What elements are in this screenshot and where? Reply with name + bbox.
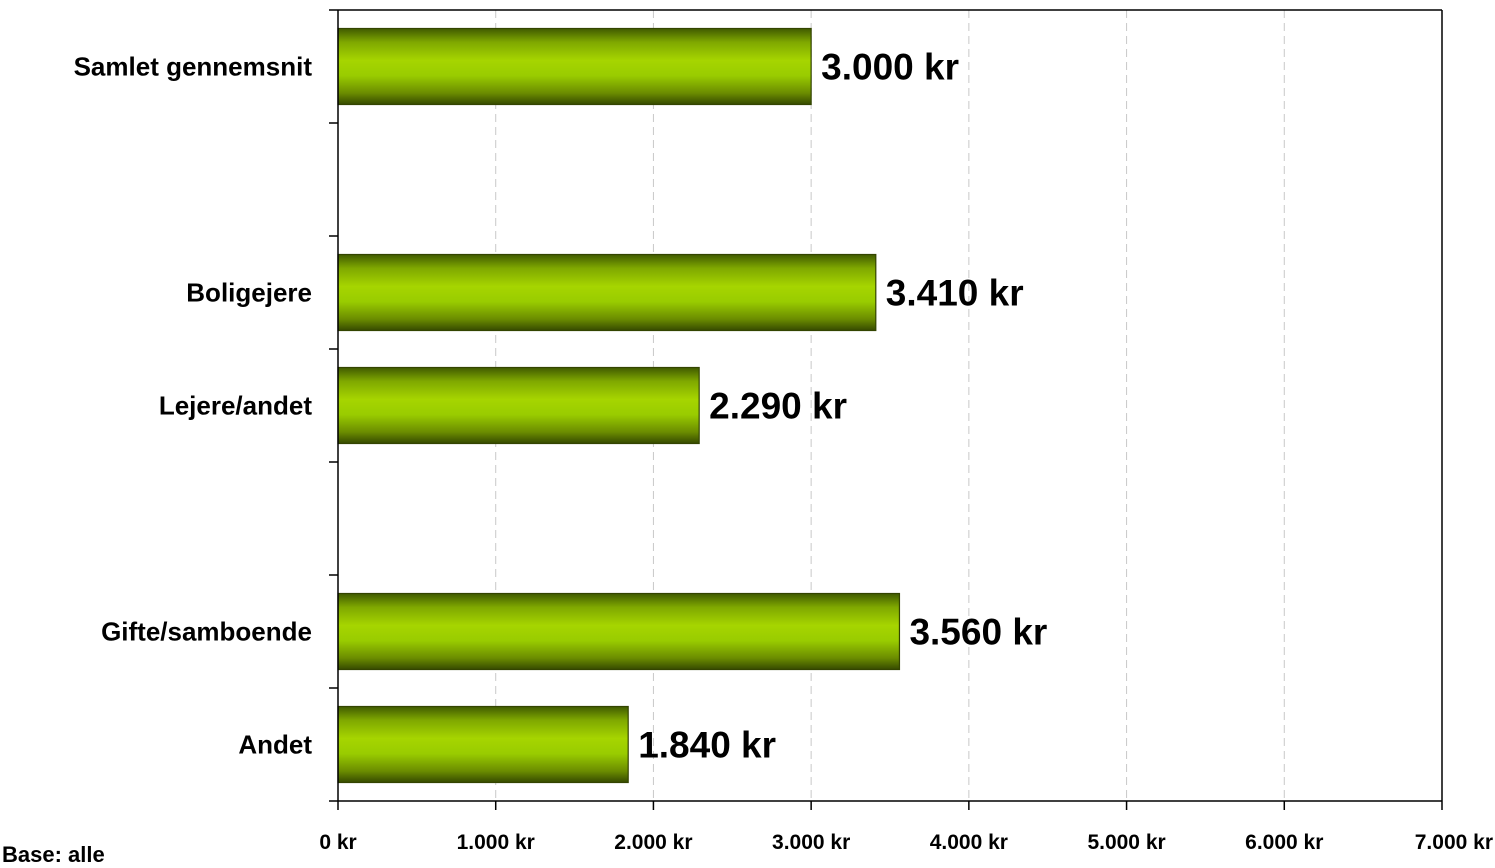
x-tick-label: 0 kr [319,831,356,854]
bars [337,27,901,784]
x-tick-label: 2.000 kr [614,831,692,854]
x-tick-label: 1.000 kr [457,831,535,854]
x-tick-label: 5.000 kr [1087,831,1165,854]
category-label: Boligejere [186,278,312,308]
bar [337,27,812,106]
data-label: 3.000 kr [821,47,959,88]
x-tick-label: 7.000 kr [1415,831,1493,854]
data-label: 3.560 kr [909,612,1047,653]
data-label: 1.840 kr [638,725,776,766]
axes [329,9,1443,810]
category-label: Andet [238,730,312,760]
category-label: Samlet gennemsnit [74,52,313,82]
x-tick-label: 4.000 kr [930,831,1008,854]
bar [337,253,877,332]
data-label: 3.410 kr [886,273,1024,314]
bar [337,592,901,671]
bar [337,366,700,445]
labels: 3.000 kr Samlet gennemsnit 3.410 kr Boligej… [74,47,1493,855]
data-label: 2.290 kr [709,386,847,427]
x-tick-label: 6.000 kr [1245,831,1323,854]
footnote: Base: alle [2,842,105,867]
category-label: Lejere/andet [159,391,313,421]
x-tick-label: 3.000 kr [772,831,850,854]
bar [337,705,629,784]
category-label: Gifte/samboende [101,617,312,647]
